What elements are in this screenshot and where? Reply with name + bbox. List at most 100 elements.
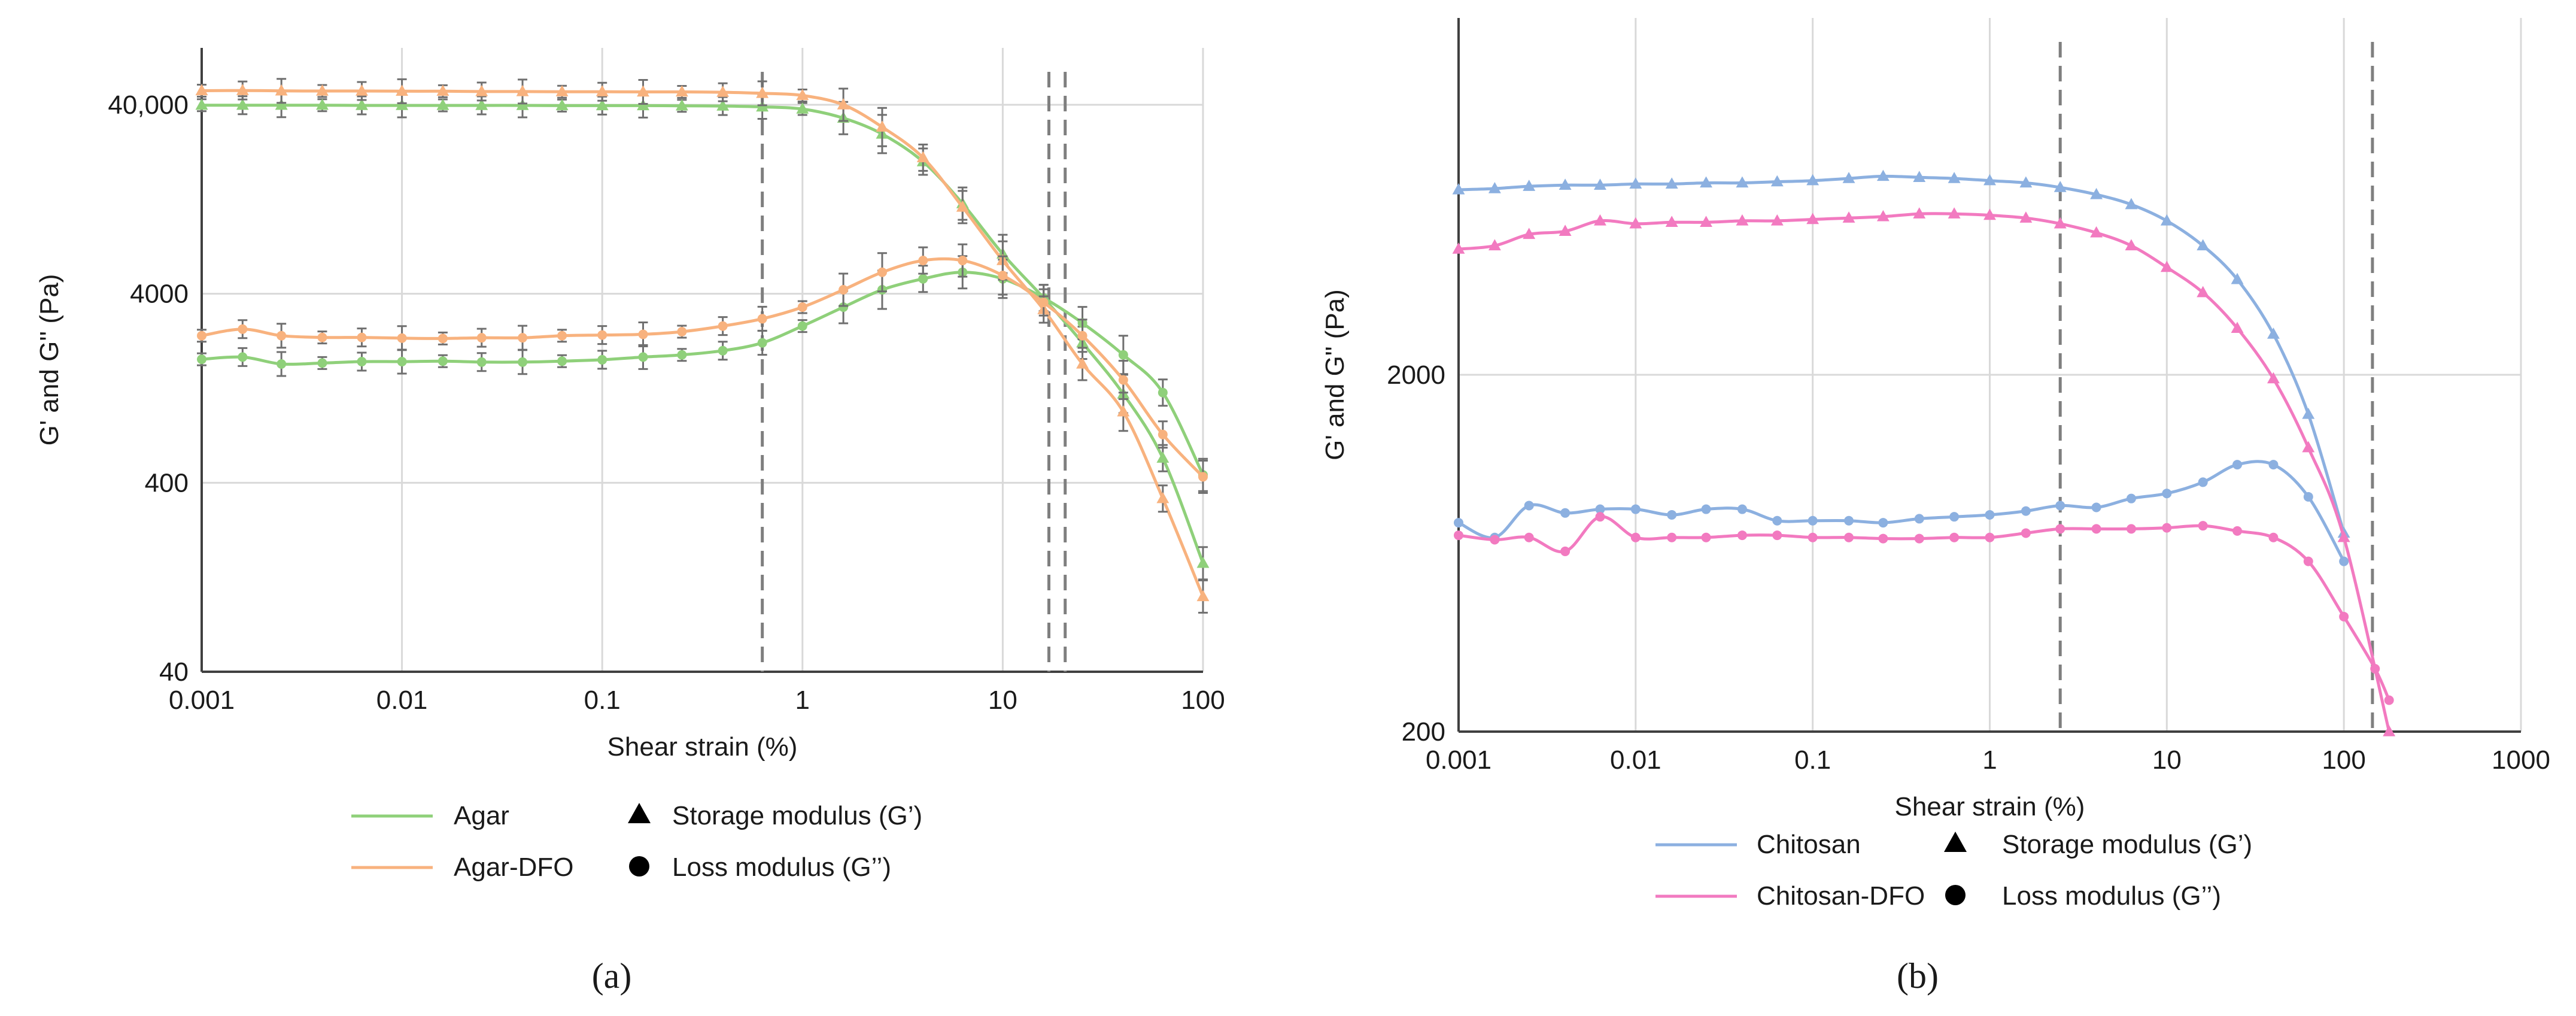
data-point-circle (677, 350, 687, 360)
data-point-triangle (675, 99, 688, 111)
data-point-circle (2162, 489, 2172, 499)
data-point-triangle (1876, 169, 1890, 181)
legend-label: Chitosan-DFO (1757, 881, 1925, 911)
data-point-circle (839, 284, 849, 295)
data-point-circle (797, 302, 807, 312)
data-point-circle (839, 302, 849, 312)
data-point-triangle (1983, 174, 1996, 186)
data-point-circle (438, 356, 448, 366)
data-point-circle (397, 333, 407, 343)
data-point-circle (1808, 515, 1818, 526)
legend-label: Storage modulus (G’) (2002, 830, 2252, 859)
data-point-circle (2021, 528, 2031, 538)
data-point-circle (1454, 530, 1463, 541)
data-point-triangle (2090, 226, 2103, 238)
data-point-triangle (675, 85, 688, 97)
data-point-triangle (2302, 407, 2315, 419)
data-point-circle (958, 256, 968, 266)
data-point-circle (2339, 556, 2349, 566)
legend-label: Loss modulus (G’’) (2002, 881, 2221, 911)
data-point-triangle (956, 200, 969, 212)
data-point-circle (397, 357, 407, 367)
data-point-circle (1667, 532, 1677, 542)
data-point-circle (1198, 472, 1208, 482)
data-point-circle (757, 338, 767, 348)
data-point-triangle (1488, 239, 1501, 251)
data-point-triangle (2337, 530, 2350, 542)
panel-label: (b) (1897, 956, 1939, 996)
data-point-circle (238, 324, 248, 334)
data-point-circle (757, 314, 767, 324)
y-axis-title: G' and G" (Pa) (1320, 289, 1350, 460)
data-point-triangle (1700, 176, 1713, 188)
series-chitosan-g- (1454, 460, 2349, 566)
data-point-triangle (2267, 372, 2280, 384)
data-point-circle (1560, 546, 1570, 556)
data-point-triangle (716, 99, 730, 111)
data-point-circle (2126, 524, 2136, 534)
data-point-triangle (716, 86, 730, 97)
data-point-triangle (236, 98, 249, 110)
data-point-triangle (2019, 211, 2033, 223)
legend-label: Storage modulus (G’) (672, 801, 922, 830)
data-point-triangle (2053, 217, 2067, 229)
data-point-circle (476, 333, 487, 343)
series-line (202, 104, 1205, 564)
data-point-triangle (1559, 225, 1572, 236)
data-point-triangle (596, 99, 609, 111)
x-tick-label: 0.001 (1426, 745, 1491, 775)
data-point-circle (1524, 532, 1534, 542)
data-point-circle (1118, 350, 1128, 360)
data-point-circle (918, 256, 928, 266)
data-point-circle (2021, 506, 2031, 516)
data-point-triangle (475, 84, 488, 96)
x-tick-label: 100 (2322, 745, 2365, 775)
chart-panel-a: 0.001 0.01 0.1 1 10 100 40 400 4000 40,000 Shear s… (35, 48, 1225, 996)
data-point-circle (1701, 504, 1711, 514)
data-point-triangle (1196, 556, 1210, 568)
data-point-triangle (1076, 357, 1089, 369)
legend-circle-symbol (1945, 885, 1966, 905)
data-point-circle (277, 330, 287, 341)
data-point-circle (1878, 533, 1888, 544)
data-point-triangle (2125, 198, 2138, 210)
x-tick-label: 10 (988, 686, 1017, 715)
data-point-triangle (796, 89, 809, 101)
data-point-triangle (2197, 239, 2210, 251)
data-point-triangle (1665, 177, 1678, 189)
data-point-circle (1878, 518, 1888, 528)
data-point-circle (2162, 523, 2172, 533)
data-point-triangle (2231, 272, 2244, 284)
data-point-triangle (2160, 214, 2173, 226)
data-point-circle (1560, 508, 1570, 518)
series-chitosan-dfo-g- (1454, 512, 2394, 705)
panel-label: (a) (592, 956, 632, 996)
data-point-circle (1701, 532, 1711, 542)
data-point-circle (638, 329, 648, 339)
data-point-circle (1667, 509, 1677, 520)
data-point-circle (998, 271, 1008, 281)
data-point-triangle (2383, 725, 2396, 736)
data-point-triangle (1913, 171, 1926, 182)
data-point-circle (1844, 515, 1854, 526)
data-point-triangle (396, 84, 409, 96)
legend-label: Loss modulus (G’’) (672, 853, 891, 882)
legend: Chitosan Chitosan-DFO Storage modulus (G’)… (1655, 830, 2252, 911)
data-point-circle (1158, 387, 1168, 398)
data-point-circle (518, 357, 528, 367)
x-axis-title: Shear strain (%) (607, 732, 798, 762)
data-point-circle (1772, 515, 1782, 526)
data-point-triangle (2019, 176, 2033, 188)
y-tick-label: 4000 (130, 280, 189, 309)
data-point-circle (1077, 330, 1087, 341)
data-point-triangle (1948, 172, 1961, 183)
data-point-triangle (1842, 172, 1855, 183)
data-point-triangle (275, 98, 288, 110)
data-point-circle (1985, 532, 1995, 542)
data-point-circle (1630, 504, 1641, 514)
data-point-circle (2303, 556, 2313, 566)
x-tick-label: 1 (1982, 745, 1997, 775)
data-point-triangle (1948, 207, 1961, 219)
series-chitosan-dfo-g- (1452, 207, 2396, 736)
x-tick-label: 10 (2152, 745, 2182, 775)
